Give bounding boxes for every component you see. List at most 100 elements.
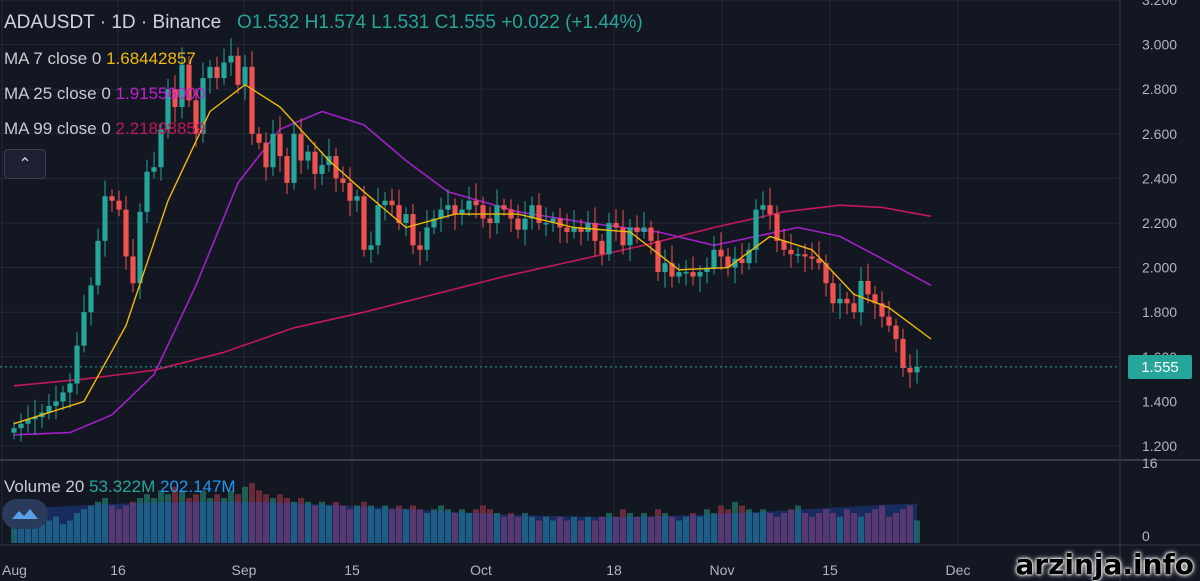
candle-body	[641, 227, 647, 232]
y-tick-label: 2.800	[1142, 81, 1177, 97]
volume-bar	[739, 505, 745, 543]
candle-body	[270, 133, 276, 168]
candle-body	[102, 196, 108, 241]
volume-bar	[88, 505, 94, 543]
volume-bar	[662, 513, 668, 543]
volume-bar	[571, 516, 577, 543]
volume-bar	[116, 509, 122, 543]
x-tick-label: Aug	[2, 562, 27, 578]
candle-body	[207, 66, 213, 79]
volume-bar	[144, 494, 150, 543]
x-tick-label: 18	[606, 562, 622, 578]
tradingview-logo[interactable]	[2, 499, 48, 529]
candle-body	[599, 240, 605, 255]
y-tick-label: 3.200	[1142, 0, 1177, 8]
volume-bar	[354, 505, 360, 543]
candle-body	[564, 227, 570, 232]
volume-bar	[452, 513, 458, 543]
candle-body	[816, 258, 822, 264]
x-tick-label: 15	[822, 562, 838, 578]
candle-body	[585, 223, 591, 232]
candle-body	[557, 218, 563, 228]
interval[interactable]: 1D	[111, 12, 136, 33]
volume-bar	[585, 516, 591, 543]
volume-bar	[893, 513, 899, 543]
candle-body	[312, 151, 318, 174]
candle-body	[676, 272, 682, 277]
volume-bar	[613, 516, 619, 543]
candle-body	[95, 240, 101, 286]
volume-bar	[648, 516, 654, 543]
volume-bar	[816, 513, 822, 543]
candle-body	[347, 182, 353, 201]
volume-bar	[340, 505, 346, 543]
candle-body	[249, 66, 255, 134]
volume-bar	[403, 509, 409, 543]
candle-body	[865, 280, 871, 295]
volume-bar	[214, 494, 220, 543]
volume-bar	[830, 513, 836, 543]
volume-bar	[515, 516, 521, 543]
volume-bar	[760, 509, 766, 543]
volume-bar	[522, 513, 528, 543]
volume-bar	[872, 509, 878, 543]
candle-body	[690, 272, 696, 277]
volume-bar	[445, 509, 451, 543]
volume-bar	[627, 513, 633, 543]
candle-body	[697, 272, 703, 277]
volume-ma-area	[14, 501, 917, 543]
volume-bar	[690, 513, 696, 543]
candle-body	[669, 263, 675, 277]
symbol-name[interactable]: ADAUSDT	[4, 12, 95, 33]
volume-bar	[620, 509, 626, 543]
candle-body	[851, 303, 857, 313]
high-value: H1.574	[304, 12, 366, 33]
volume-bar	[179, 490, 185, 543]
candle-body	[284, 156, 290, 183]
current-price-tag: 1.555	[1128, 355, 1192, 379]
collapse-legend-button[interactable]: ⌃	[4, 149, 46, 179]
candle-body	[781, 240, 787, 250]
ma7-value: 1.68442857	[106, 49, 196, 68]
volume-bar	[81, 509, 87, 543]
ma7-legend[interactable]: MA 7 close 0 1.68442857	[4, 49, 196, 69]
volume-bar	[508, 513, 514, 543]
candle-body	[417, 245, 423, 250]
ma99-value: 2.21898859	[115, 119, 206, 138]
open-value: O1.532	[237, 12, 300, 33]
x-tick-label: 15	[344, 562, 360, 578]
candle-body	[725, 256, 731, 268]
y-tick-label: 1.400	[1142, 393, 1177, 409]
low-value: L1.531	[371, 12, 430, 33]
candle-body	[354, 196, 360, 201]
volume-bar	[851, 513, 857, 543]
candle-body	[200, 78, 206, 134]
volume-bar	[424, 513, 430, 543]
volume-bar	[200, 490, 206, 543]
volume-bar	[557, 516, 563, 543]
candle-body	[158, 129, 164, 168]
candle-body	[774, 214, 780, 241]
candle-body	[914, 366, 920, 373]
y-tick-label: 2.000	[1142, 260, 1177, 276]
volume-bar	[886, 516, 892, 543]
volume-bar	[249, 483, 255, 543]
volume-bar	[732, 501, 738, 543]
volume-bar	[396, 505, 402, 543]
volume-bar	[193, 494, 199, 543]
candle-body	[634, 227, 640, 232]
volume-bar	[711, 513, 717, 543]
volume-bar	[480, 505, 486, 543]
volume-bar	[781, 513, 787, 543]
ma99-legend[interactable]: MA 99 close 0 2.21898859	[4, 119, 205, 139]
ma25-legend[interactable]: MA 25 close 0 1.91556000	[4, 84, 205, 104]
ma7-line	[13, 84, 932, 425]
volume-bar	[823, 509, 829, 543]
candle-body	[571, 227, 577, 232]
volume-bar	[459, 509, 465, 543]
candle-body	[753, 209, 759, 250]
candle-body	[291, 133, 297, 183]
volume-legend[interactable]: Volume 20 53.322M 202.147M	[4, 477, 236, 497]
candle-body	[606, 223, 612, 255]
volume-bar	[809, 516, 815, 543]
